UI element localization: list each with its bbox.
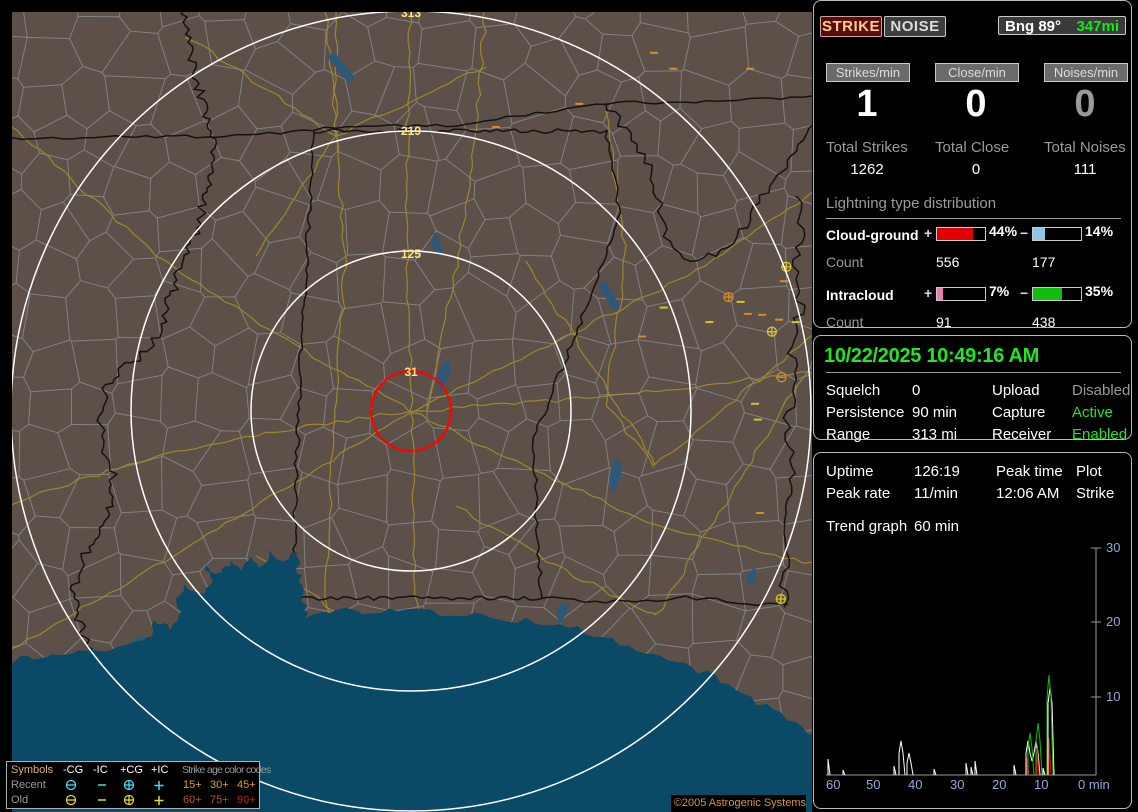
svg-text:60: 60 (826, 777, 840, 792)
svg-text:31: 31 (404, 365, 418, 379)
svg-text:30: 30 (950, 777, 964, 792)
svg-text:40: 40 (908, 777, 922, 792)
svg-text:219: 219 (401, 124, 421, 138)
svg-text:30: 30 (1106, 543, 1120, 555)
svg-text:313: 313 (401, 6, 421, 20)
svg-text:10: 10 (1106, 689, 1120, 704)
svg-text:0 min: 0 min (1078, 777, 1110, 792)
svg-text:20: 20 (992, 777, 1006, 792)
svg-text:20: 20 (1106, 614, 1120, 629)
svg-text:125: 125 (401, 247, 421, 261)
svg-text:10: 10 (1034, 777, 1048, 792)
svg-text:50: 50 (866, 777, 880, 792)
